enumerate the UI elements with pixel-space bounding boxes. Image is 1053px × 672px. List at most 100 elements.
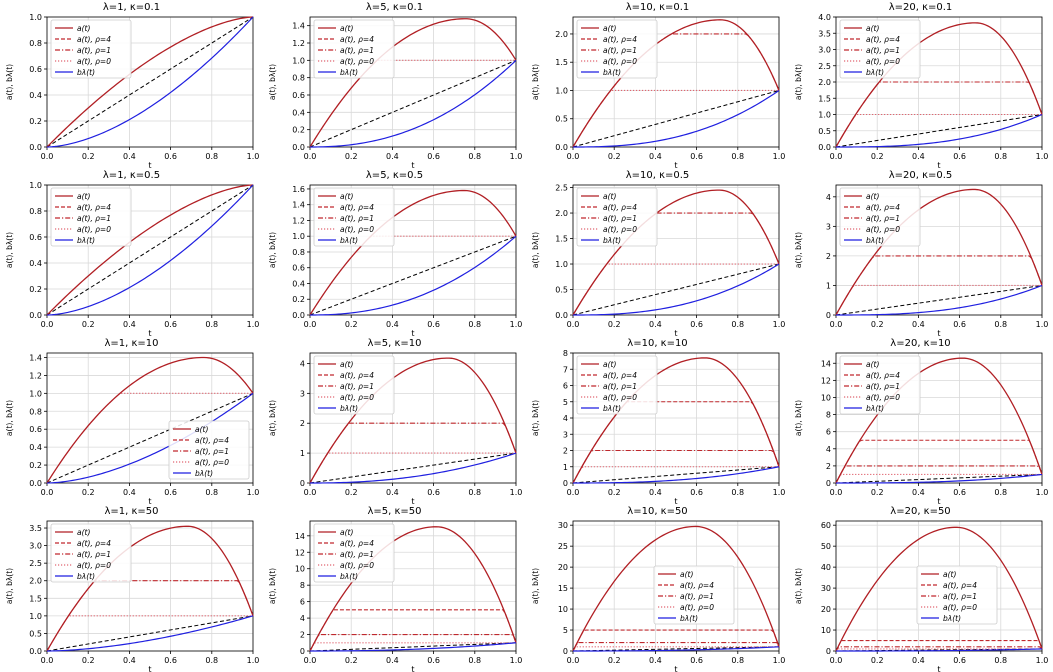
legend-label: a(t), ρ=0: [77, 561, 111, 570]
y-tick-label: 2: [300, 419, 305, 428]
y-tick-label: 2: [826, 462, 831, 471]
curve-b-lambda: [573, 646, 780, 652]
y-tick-label: 0.4: [292, 108, 305, 117]
legend-label: a(t), ρ=4: [340, 371, 374, 380]
y-tick-label: 30: [558, 521, 568, 530]
legend-box: [576, 19, 658, 79]
y-tick-label: 0.2: [29, 117, 42, 126]
curve-a-rho0: [572, 263, 779, 316]
y-tick-label: 0.0: [29, 143, 42, 152]
legend-box: [313, 187, 395, 247]
x-tick-label: 0.2: [608, 152, 621, 161]
legend-label: bλ(t): [77, 572, 95, 581]
x-axis-label: t: [148, 497, 151, 504]
x-tick-label: 0.6: [164, 656, 177, 665]
legend-label: a(t), ρ=0: [866, 57, 900, 66]
legend-label: bλ(t): [77, 68, 95, 77]
legend: a(t) a(t), ρ=4 a(t), ρ=1 a(t), ρ=0 bλ(t): [839, 187, 921, 247]
legend-label: a(t), ρ=4: [340, 539, 374, 548]
legend-box: [576, 355, 658, 415]
y-tick-label: 0.0: [818, 143, 831, 152]
legend-label: bλ(t): [340, 68, 358, 77]
x-tick-label: 0.2: [608, 656, 621, 665]
subplot-svg: 0.0 0.2 0.4 0.6 0.8 1.0 0.0 0.5 1.0 1.5 2.0 2.5 t a(t…: [531, 184, 786, 336]
y-tick-label: 6: [563, 382, 568, 391]
legend-label: a(t): [603, 360, 616, 369]
legend-label: a(t), ρ=4: [603, 203, 637, 212]
legend-label: a(t), ρ=4: [77, 539, 111, 548]
legend-label: a(t), ρ=4: [340, 203, 374, 212]
legend-label: a(t), ρ=1: [866, 46, 900, 55]
legend-box: [839, 19, 921, 79]
x-tick-label: 0.8: [994, 656, 1007, 665]
legend-label: a(t), ρ=4: [603, 371, 637, 380]
legend-label: a(t): [866, 24, 879, 33]
y-tick-label: 0.2: [292, 295, 305, 304]
x-tick-label: 0.6: [953, 152, 966, 161]
y-tick-label: 60: [821, 521, 831, 530]
curve-a-rho0: [572, 646, 779, 652]
subplot-title: λ=10, κ=10: [627, 338, 688, 349]
legend-label: a(t), ρ=0: [866, 225, 900, 234]
x-tick-label: 0.2: [82, 656, 95, 665]
subplot-svg: 0.0 0.2 0.4 0.6 0.8 1.0 0.0 0.5 1.0 1.5 2.0 2.5 3.0 3…: [5, 520, 260, 672]
y-tick-label: 1.0: [555, 86, 568, 95]
y-tick-label: 1.0: [29, 13, 42, 22]
y-tick-label: 8: [826, 411, 831, 420]
subplot-3: λ=10, κ=0.1 0.0 0.2 0.4 0.6 0.8 1.0 0.0 0.5 1.0 1.…: [526, 0, 789, 168]
curve-a-rho4: [835, 439, 1043, 484]
x-tick-label: 0.4: [123, 488, 136, 497]
legend: a(t) a(t), ρ=4 a(t), ρ=1 a(t), ρ=0 bλ(t): [313, 187, 395, 247]
diagonal-line: [835, 473, 1043, 484]
subplot-14: λ=5, κ=50 0.0 0.2 0.4 0.6 0.8 1.0 0 2 4 6 8 10 12 14 t a…: [263, 504, 526, 672]
legend-label: a(t), ρ=4: [943, 581, 977, 590]
curve-b-lambda: [573, 89, 780, 148]
legend-label: a(t), ρ=0: [195, 458, 229, 467]
legend-label: a(t), ρ=0: [603, 57, 637, 66]
y-axis-label: a(t), bλ(t): [268, 232, 277, 268]
x-tick-label: 1.0: [1036, 488, 1049, 497]
y-tick-label: 1.5: [29, 594, 42, 603]
y-tick-label: 2: [563, 447, 568, 456]
legend-label: a(t), ρ=1: [77, 550, 111, 559]
legend: a(t) a(t), ρ=4 a(t), ρ=1 a(t), ρ=0 bλ(t): [50, 187, 132, 247]
legend-label: a(t), ρ=4: [866, 203, 900, 212]
y-axis-label: a(t), bλ(t): [531, 64, 540, 100]
legend-box: [313, 19, 395, 79]
y-axis-label: a(t), bλ(t): [5, 232, 14, 268]
legend-label: bλ(t): [340, 404, 358, 413]
plot-frame: [309, 16, 517, 148]
subplot-svg: 0.0 0.2 0.4 0.6 0.8 1.0 0.0 0.2 0.4 0.6 0.8 1.0 t a(t…: [5, 13, 259, 168]
y-axis-label: a(t), bλ(t): [794, 232, 803, 268]
x-tick-label: 1.0: [773, 320, 786, 329]
y-tick-label: 1.0: [555, 260, 568, 269]
subplot-title: λ=5, κ=50: [367, 506, 422, 517]
x-tick-label: 0.8: [205, 152, 218, 161]
subplot-5: λ=1, κ=0.5 0.0 0.2 0.4 0.6 0.8 1.0 0.0 0.2 0.4 0.6…: [0, 168, 263, 336]
y-axis-label: a(t), bλ(t): [531, 232, 540, 268]
y-tick-label: 10: [821, 626, 831, 635]
x-tick-label: 0.4: [386, 152, 399, 161]
legend-box: [313, 523, 395, 583]
curve-a-rho4: [309, 609, 517, 652]
curve-b-lambda: [573, 263, 780, 316]
y-tick-label: 3: [826, 222, 831, 231]
plot-frame: [46, 184, 254, 316]
x-tick-label: 1.0: [247, 488, 260, 497]
x-tick-label: 1.0: [773, 152, 786, 161]
y-tick-label: 0.0: [292, 143, 305, 152]
x-tick-label: 0.2: [82, 152, 95, 161]
y-tick-label: 0: [826, 479, 831, 488]
subplot-svg: 0.0 0.2 0.4 0.6 0.8 1.0 0 5 10 15 20 25 30 t a(t), bλ(…: [531, 520, 785, 672]
x-tick-label: 1.0: [247, 656, 260, 665]
y-tick-label: 0.6: [29, 425, 42, 434]
legend-label: a(t): [943, 570, 956, 579]
curve-a-full: [309, 18, 517, 148]
subplot-title: λ=20, κ=0.1: [888, 2, 953, 13]
legend-label: bλ(t): [943, 614, 961, 623]
diagonal-line: [309, 235, 517, 316]
x-tick-label: 1.0: [1036, 320, 1049, 329]
y-tick-label: 1: [826, 281, 831, 290]
legend-label: a(t), ρ=1: [195, 447, 229, 456]
legend-label: a(t), ρ=0: [680, 603, 714, 612]
